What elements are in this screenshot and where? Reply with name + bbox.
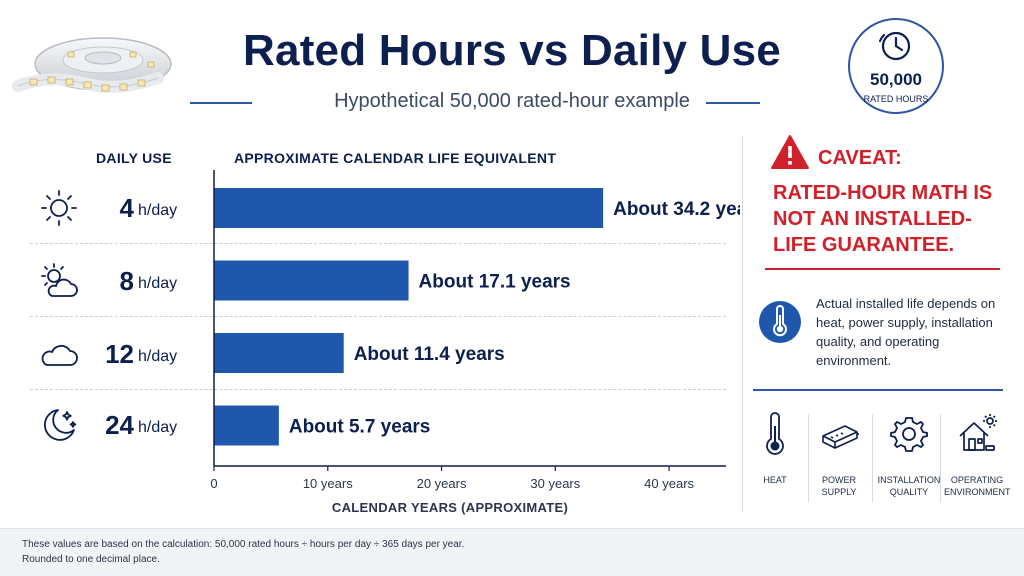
clock-icon (878, 31, 911, 61)
cloud-icon (41, 344, 78, 366)
x-tick-label: 0 (210, 476, 217, 491)
daily-hours-value: 8 (119, 266, 134, 296)
factor-heat: HEAT (742, 412, 808, 486)
daily-hours-unit: h/day (138, 419, 178, 436)
subtitle-rule-right (706, 102, 760, 104)
factor-label: OPERATING ENVIRONMENT (944, 475, 1011, 497)
row-divider (30, 243, 726, 244)
footnote-line: Rounded to one decimal place. (22, 554, 160, 565)
x-tick-label: 10 years (303, 476, 353, 491)
thermometer-badge-icon (759, 301, 801, 343)
thermometer-icon (766, 412, 784, 455)
factor-installation-quality: INSTALLATION QUALITY (876, 412, 942, 498)
daily-hours-value: 24 (105, 410, 134, 440)
factor-label: POWER SUPPLY (821, 475, 857, 497)
x-axis-title: CALENDAR YEARS (APPROXIMATE) (331, 500, 569, 515)
factor-label: HEAT (763, 475, 787, 485)
bar (214, 188, 604, 228)
partly-cloudy-icon (41, 263, 78, 297)
moon-stars-icon (44, 409, 77, 441)
bar (214, 333, 344, 373)
row-divider (30, 389, 726, 390)
caveat-text: RATED-HOUR MATH IS NOT AN INSTALLED-LIFE… (773, 182, 993, 256)
daily-hours-value: 4 (119, 193, 134, 223)
footnote-band (0, 528, 1024, 576)
x-tick-label: 30 years (530, 476, 580, 491)
bar-data-label: About 11.4 years (354, 344, 505, 365)
factor-operating-environment: OPERATING ENVIRONMENT (944, 412, 1011, 498)
x-tick-label: 20 years (417, 476, 467, 491)
row-divider (30, 316, 726, 317)
factor-label: INSTALLATION QUALITY (877, 475, 941, 497)
footnote-line: These values are based on the calculatio… (22, 539, 465, 550)
daily-hours-unit: h/day (138, 348, 178, 365)
power-supply-icon (822, 425, 859, 449)
daily-hours-unit: h/day (138, 275, 178, 292)
subtitle-rule-left (190, 102, 252, 104)
factor-divider (808, 414, 809, 502)
bar-data-label: About 17.1 years (419, 272, 571, 293)
daily-hours-value: 12 (105, 339, 134, 369)
gear-icon (890, 417, 928, 452)
installed-life-note: Actual installed life depends on heat, p… (816, 296, 996, 368)
factors-rule (753, 389, 1003, 391)
daily-hours-unit: h/day (138, 202, 178, 219)
life-equivalent-heading: APPROXIMATE CALENDAR LIFE EQUIVALENT (234, 150, 557, 166)
bar-data-label: About 5.7 years (289, 417, 431, 438)
page-subtitle: Hypothetical 50,000 rated-hour example (334, 90, 690, 112)
factor-divider (872, 414, 873, 502)
calculation-footnote: These values are based on the calculatio… (22, 537, 464, 567)
home-environment-icon (959, 414, 997, 451)
factor-divider (940, 414, 941, 502)
page-title: Rated Hours vs Daily Use (243, 26, 781, 75)
warning-icon (771, 135, 809, 169)
led-strip-reel-icon (12, 37, 172, 93)
x-tick-label: 40 years (644, 476, 694, 491)
factor-power-supply: POWER SUPPLY (806, 412, 872, 498)
rated-hours-value: 50,000 (870, 70, 922, 89)
calendar-life-bar-chart: About 34.2 years About 17.1 years About 11… (210, 170, 740, 491)
caveat-heading: CAVEAT: (818, 147, 902, 169)
rated-hours-clock-badge (848, 18, 944, 114)
bar (214, 260, 409, 301)
bar-data-label: About 34.2 years (613, 199, 740, 220)
caveat-rule (765, 268, 1000, 270)
daily-use-heading: DAILY USE (96, 150, 172, 166)
bar (214, 405, 279, 446)
rated-hours-label: RATED HOURS (863, 94, 929, 104)
panel-divider (742, 136, 743, 512)
sun-icon (41, 190, 77, 226)
